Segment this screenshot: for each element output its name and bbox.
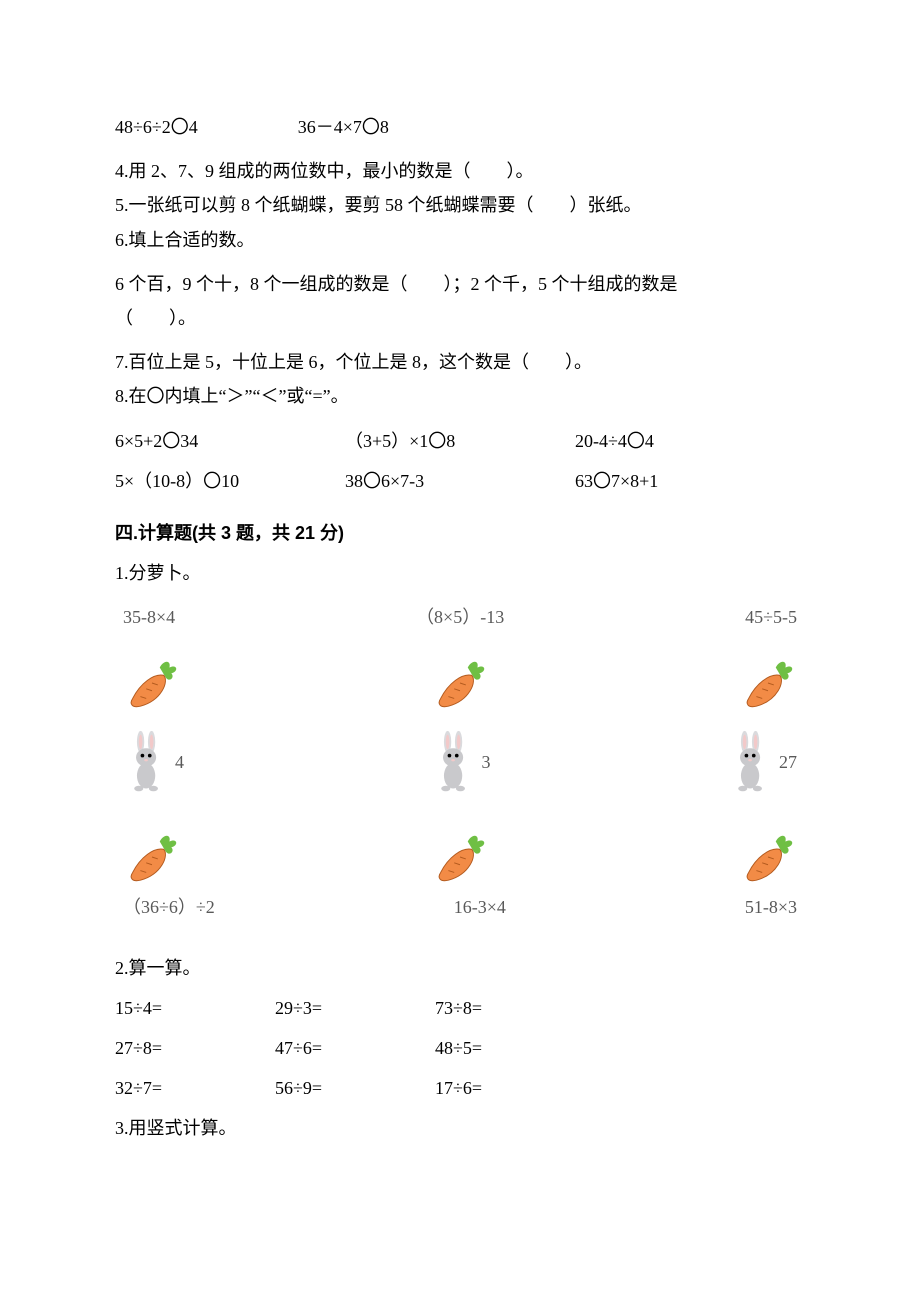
rabbit-cell: 27 xyxy=(572,730,797,794)
carrot-icon xyxy=(739,654,797,712)
expr-cell: 73÷8= xyxy=(435,991,595,1025)
expr-cell: 56÷9= xyxy=(275,1071,435,1105)
expr-cell: 45÷5-5 xyxy=(745,600,797,634)
carrot-row-1 xyxy=(115,634,805,712)
expr-cell: 47÷6= xyxy=(275,1031,435,1065)
section-4-q1: 1.分萝卜。 xyxy=(115,556,805,590)
worksheet-page: 48÷6÷2〇4 36－4×7〇8 4.用 2、7、9 组成的两位数中，最小的数… xyxy=(0,0,920,1302)
expr-cell: 6×5+2〇34 xyxy=(115,424,345,458)
carrot-icon xyxy=(739,828,797,886)
carrot-icon xyxy=(431,654,489,712)
rabbit-number: 3 xyxy=(482,745,491,779)
expr-cell: （8×5）-13 xyxy=(416,600,504,634)
rabbit-icon xyxy=(430,730,478,794)
carrot-icon-cell xyxy=(572,654,797,712)
question-6-sub2: （ ）。 xyxy=(115,301,805,335)
expr-cell: 17÷6= xyxy=(435,1071,595,1105)
question-7: 7.百位上是 5，十位上是 6，个位上是 8，这个数是（ ）。 xyxy=(115,345,805,379)
fenluobo-bottom-labels: （36÷6）÷2 16-3×4 51-8×3 xyxy=(115,886,805,924)
expr-cell: 48÷5= xyxy=(435,1031,595,1065)
compare-top-row: 48÷6÷2〇4 36－4×7〇8 xyxy=(115,110,805,144)
carrot-icon-cell xyxy=(123,654,348,712)
carrot-icon xyxy=(431,828,489,886)
carrot-icon-cell xyxy=(123,828,348,886)
rabbit-cell: 3 xyxy=(348,730,573,794)
expr-cell: （3+5）×1〇8 xyxy=(345,424,575,458)
expr-cell: 16-3×4 xyxy=(454,890,506,924)
expr-cell: 32÷7= xyxy=(115,1071,275,1105)
rabbit-row: 4 3 xyxy=(115,712,805,794)
expr-cell: 63〇7×8+1 xyxy=(575,464,805,498)
question-4: 4.用 2、7、9 组成的两位数中，最小的数是（ ）。 xyxy=(115,154,805,188)
expr-cell: 38〇6×7-3 xyxy=(345,464,575,498)
expr-cell: 20-4÷4〇4 xyxy=(575,424,805,458)
question-5: 5.一张纸可以剪 8 个纸蝴蝶，要剪 58 个纸蝴蝶需要（ ）张纸。 xyxy=(115,188,805,222)
fenluobo-top-labels: 35-8×4 （8×5）-13 45÷5-5 xyxy=(115,600,805,634)
rabbit-icon xyxy=(727,730,775,794)
expr-cell: 51-8×3 xyxy=(745,890,797,924)
expr-cell: （36÷6）÷2 xyxy=(123,890,215,924)
question-8: 8.在〇内填上“＞”“＜”或“=”。 xyxy=(115,379,805,413)
question-6: 6.填上合适的数。 xyxy=(115,223,805,257)
section-4-q2: 2.算一算。 xyxy=(115,951,805,985)
expr-cell: 29÷3= xyxy=(275,991,435,1025)
expr-cell: 35-8×4 xyxy=(123,600,175,634)
expr-cell: 36－4×7〇8 xyxy=(298,110,389,144)
expr-cell: 15÷4= xyxy=(115,991,275,1025)
expr-cell: 5×（10-8）〇10 xyxy=(115,464,345,498)
expr-cell: 48÷6÷2〇4 xyxy=(115,110,198,144)
section-4-title: 四.计算题(共 3 题，共 21 分) xyxy=(115,516,805,550)
rabbit-cell: 4 xyxy=(123,730,348,794)
carrot-icon-cell xyxy=(572,828,797,886)
expr-cell: 27÷8= xyxy=(115,1031,275,1065)
carrot-icon-cell xyxy=(348,828,573,886)
section-4-q3: 3.用竖式计算。 xyxy=(115,1111,805,1145)
question-6-sub1: 6 个百，9 个十，8 个一组成的数是（ ）；2 个千，5 个十组成的数是 xyxy=(115,267,805,301)
compare-row-2: 5×（10-8）〇10 38〇6×7-3 63〇7×8+1 xyxy=(115,464,805,498)
carrot-icon-cell xyxy=(348,654,573,712)
carrot-icon xyxy=(123,828,181,886)
q2-row-1: 15÷4= 29÷3= 73÷8= xyxy=(115,991,805,1025)
q2-row-3: 32÷7= 56÷9= 17÷6= xyxy=(115,1071,805,1105)
carrot-row-2 xyxy=(115,808,805,886)
q2-row-2: 27÷8= 47÷6= 48÷5= xyxy=(115,1031,805,1065)
rabbit-number: 27 xyxy=(779,745,797,779)
compare-row-1: 6×5+2〇34 （3+5）×1〇8 20-4÷4〇4 xyxy=(115,424,805,458)
carrot-icon xyxy=(123,654,181,712)
rabbit-number: 4 xyxy=(175,745,184,779)
rabbit-icon xyxy=(123,730,171,794)
